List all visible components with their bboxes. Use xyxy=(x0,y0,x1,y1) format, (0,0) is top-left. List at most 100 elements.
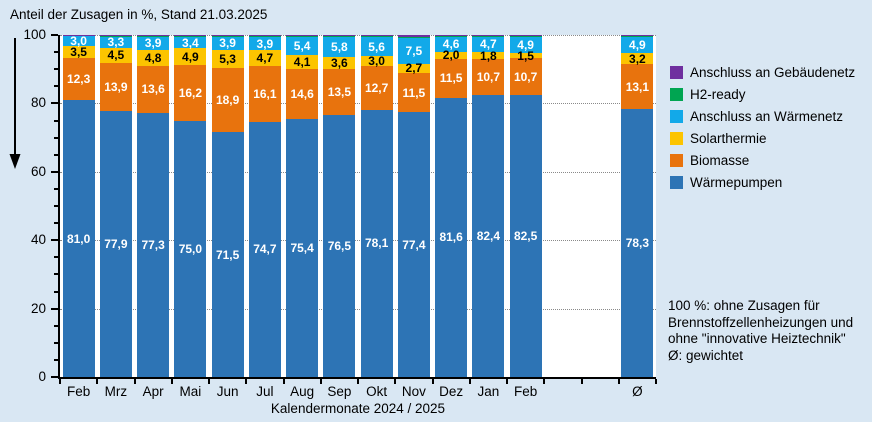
segment-label: 13,5 xyxy=(327,85,352,100)
segment-Anschluss an Gebäudenetz xyxy=(211,35,244,36)
y-major-tick xyxy=(51,34,58,36)
segment-Anschluss an Gebäudenetz xyxy=(323,35,356,37)
bar-Jan: 82,4 10,7 1,8 4,7 xyxy=(472,35,505,377)
y-minor-tick xyxy=(54,256,58,259)
segment-Solarthermie xyxy=(248,50,281,67)
y-minor-tick xyxy=(54,68,58,71)
segment-Wärmepumpen xyxy=(472,95,505,377)
segment-H2-ready xyxy=(435,35,468,37)
x-tick-label-Nov: Nov xyxy=(401,384,426,399)
legend-item-Solarthermie: Solarthermie xyxy=(670,130,855,146)
bar-Aug: 75,4 14,6 4,1 5,4 xyxy=(286,35,319,377)
legend-swatch xyxy=(670,131,683,145)
segment-Solarthermie xyxy=(435,51,468,59)
segment-H2-ready xyxy=(99,35,132,37)
segment-Biomasse xyxy=(360,66,393,110)
segment-label: 77,4 xyxy=(402,237,426,252)
y-minor-tick xyxy=(54,136,58,139)
gridline-100 xyxy=(60,35,656,36)
plot-area: 81,0 12,3 3,5 3,0 77,9 13,9 4,5 3,3 77,3 13,6 4,8 3… xyxy=(60,34,656,377)
segment-Solarthermie xyxy=(360,56,393,67)
x-tick-label-Mai: Mai xyxy=(179,384,202,399)
segment-label: 1,8 xyxy=(480,48,497,63)
x-tick xyxy=(96,379,99,384)
y-major-tick xyxy=(51,376,58,378)
segment-Biomasse xyxy=(62,57,95,100)
x-tick xyxy=(282,379,285,384)
x-tick-label-Feb: Feb xyxy=(66,384,91,399)
x-tick-label-Dez: Dez xyxy=(439,384,464,399)
segment-Wärmepumpen xyxy=(211,132,244,377)
segment-label: 74,7 xyxy=(253,242,277,257)
segment-Biomasse xyxy=(99,63,132,111)
segment-label: 3,4 xyxy=(182,35,199,50)
segment-Anschluss an Gebäudenetz xyxy=(472,35,505,36)
segment-Anschluss an Wärmenetz xyxy=(99,36,132,48)
bar-Ø: 78,3 13,1 3,2 4,9 xyxy=(621,35,654,377)
down-arrow-icon xyxy=(9,38,21,169)
x-tick xyxy=(655,379,657,384)
segment-H2-ready xyxy=(248,36,281,38)
y-minor-tick xyxy=(54,119,58,122)
y-minor-tick xyxy=(54,153,58,156)
segment-label: 81,0 xyxy=(66,231,91,246)
x-tick-label-Okt: Okt xyxy=(366,384,388,399)
segment-label: 4,1 xyxy=(293,55,311,70)
segment-label: 12,3 xyxy=(66,71,91,86)
segment-label: 5,3 xyxy=(219,51,236,66)
segment-Biomasse xyxy=(248,66,281,122)
legend-item-Anschluss an Wärmenetz: Anschluss an Wärmenetz xyxy=(670,108,855,124)
segment-Anschluss an Gebäudenetz xyxy=(397,35,430,38)
y-minor-tick xyxy=(54,273,58,276)
bar-Sep: 76,5 13,5 3,6 5,8 xyxy=(323,35,356,377)
segment-Wärmepumpen xyxy=(323,115,356,377)
segment-label: 10,7 xyxy=(476,69,501,84)
y-major-tick xyxy=(51,307,58,310)
segment-label: 3,6 xyxy=(331,56,348,71)
bar-Jul: 74,7 16,1 4,7 3,9 xyxy=(248,35,281,377)
segment-label: 4,9 xyxy=(517,37,534,52)
y-axis-line xyxy=(58,35,60,379)
y-major-tick xyxy=(51,102,58,105)
x-tick-label-Apr: Apr xyxy=(142,384,164,399)
gridline-40 xyxy=(60,240,656,242)
x-tick-label-Feb: Feb xyxy=(513,384,538,399)
segment-Anschluss an Wärmenetz xyxy=(211,36,244,50)
y-major-tick xyxy=(51,170,58,173)
y-minor-tick xyxy=(54,290,58,293)
segment-Solarthermie xyxy=(62,45,95,58)
legend-label: Anschluss an Gebäudenetz xyxy=(690,64,856,80)
segment-H2-ready xyxy=(397,37,430,39)
segment-label: 3,2 xyxy=(629,51,646,66)
x-tick xyxy=(357,379,359,384)
segment-label: 13,1 xyxy=(625,79,650,94)
segment-label: 4,9 xyxy=(182,49,199,64)
y-tick-label-100: 100 xyxy=(23,27,46,42)
gridline-80 xyxy=(60,103,656,105)
segment-label: 3,9 xyxy=(256,36,274,51)
y-tick-label-40: 40 xyxy=(30,232,46,248)
segment-Solarthermie xyxy=(472,52,505,59)
segment-label: 71,5 xyxy=(215,247,240,262)
segment-label: 1,5 xyxy=(517,48,534,63)
y-minor-tick xyxy=(54,324,58,327)
segment-label: 78,3 xyxy=(625,236,650,251)
bar-Feb: 82,5 10,7 1,5 4,9 xyxy=(509,35,542,377)
segment-label: 5,6 xyxy=(368,39,385,54)
segment-Anschluss an Wärmenetz xyxy=(509,36,542,54)
segment-Anschluss an Gebäudenetz xyxy=(621,35,654,36)
segment-label: 4,8 xyxy=(144,50,162,65)
segment-H2-ready xyxy=(323,36,356,38)
y-tick-label-60: 60 xyxy=(30,163,46,179)
x-axis-title: Kalendermonate 2024 / 2025 xyxy=(270,401,446,416)
segment-label: 2,7 xyxy=(405,61,423,76)
x-tick xyxy=(431,379,434,384)
footnote-line: Ø: gewichtet xyxy=(668,347,744,363)
y-tick-label-20: 20 xyxy=(30,300,46,316)
segment-Wärmepumpen xyxy=(137,112,170,377)
legend-swatch xyxy=(670,175,683,189)
segment-Biomasse xyxy=(397,72,430,113)
bar-Okt: 78,1 12,7 3,0 5,6 xyxy=(360,35,393,377)
segment-Wärmepumpen xyxy=(397,112,430,377)
segment-H2-ready xyxy=(211,35,244,37)
